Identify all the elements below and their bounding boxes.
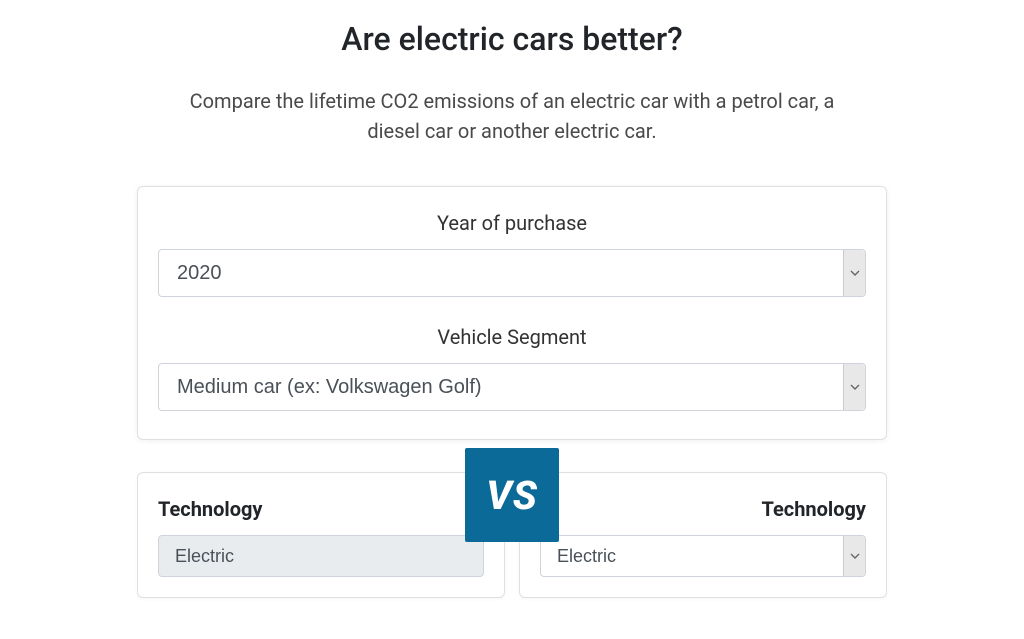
technology-label-left: Technology bbox=[158, 497, 484, 521]
technology-right-select[interactable]: Electric bbox=[540, 535, 866, 577]
compare-left-card: Technology Electric bbox=[137, 472, 505, 598]
vs-text: VS bbox=[486, 472, 538, 519]
technology-left-select[interactable]: Electric bbox=[158, 535, 484, 577]
year-select-wrapper: 2020 bbox=[158, 249, 866, 297]
year-select[interactable]: 2020 bbox=[158, 249, 866, 297]
technology-left-wrapper: Electric bbox=[158, 535, 484, 577]
compare-right-card: Technology Electric bbox=[519, 472, 887, 598]
compare-row: VS Technology Electric Technology Electr… bbox=[137, 472, 887, 598]
segment-select[interactable]: Medium car (ex: Volkswagen Golf) bbox=[158, 363, 866, 411]
filters-card: Year of purchase 2020 Vehicle Segment Me… bbox=[137, 186, 887, 440]
technology-label-right: Technology bbox=[540, 497, 866, 521]
segment-label: Vehicle Segment bbox=[158, 325, 866, 349]
page-subtitle: Compare the lifetime CO2 emissions of an… bbox=[162, 86, 862, 146]
vs-badge: VS bbox=[465, 448, 559, 542]
year-label: Year of purchase bbox=[158, 211, 866, 235]
segment-select-wrapper: Medium car (ex: Volkswagen Golf) bbox=[158, 363, 866, 411]
technology-right-wrapper: Electric bbox=[540, 535, 866, 577]
page-title: Are electric cars better? bbox=[341, 20, 682, 58]
